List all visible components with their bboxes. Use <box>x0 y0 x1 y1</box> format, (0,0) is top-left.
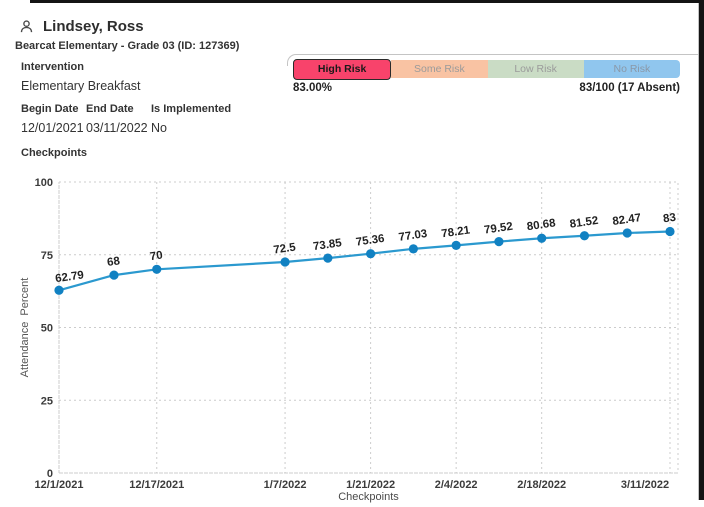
data-point-label: 83 <box>662 212 676 226</box>
y-axis-title: Attendance Percent <box>19 278 31 378</box>
chart-wrap: 0 25 50 75 100 12/1/2021 12/17/2021 1/7/2022 1/2… <box>0 160 704 507</box>
window-inner-edge <box>698 3 699 500</box>
y-tick-label: 25 <box>41 395 53 407</box>
student-subtitle: Bearcat Elementary - Grade 03 (ID: 12736… <box>15 40 240 52</box>
risk-segment-high-risk[interactable]: High Risk <box>293 58 392 80</box>
attendance-chart: 0 25 50 75 100 12/1/2021 12/17/2021 1/7/2022 1/2… <box>19 177 679 503</box>
data-point-label: 79.52 <box>483 221 513 237</box>
data-point-label: 78.21 <box>441 224 472 240</box>
data-point[interactable] <box>323 253 333 263</box>
x-tick-label: 3/11/2022 <box>621 479 669 491</box>
is-implemented-value: No <box>151 121 167 135</box>
x-tick-label: 2/18/2022 <box>517 479 566 491</box>
x-tick-label: 1/21/2022 <box>346 479 395 491</box>
risk-widget: High Risk Some Risk Low Risk No Risk 83.00%… <box>293 58 680 94</box>
data-point[interactable] <box>54 285 64 295</box>
data-point[interactable] <box>665 226 675 237</box>
student-name: Lindsey, Ross <box>43 18 144 35</box>
data-point[interactable] <box>494 236 504 247</box>
data-point[interactable] <box>579 231 590 241</box>
y-tick-label: 50 <box>41 323 53 335</box>
data-point[interactable] <box>622 228 632 238</box>
data-point[interactable] <box>408 244 418 254</box>
data-point-label: 62.79 <box>54 269 84 285</box>
data-point-label: 68 <box>106 255 121 269</box>
x-tick-label: 2/4/2022 <box>435 479 478 491</box>
risk-segment-some-risk[interactable]: Some Risk <box>391 60 488 78</box>
data-point-label: 82.47 <box>612 212 642 228</box>
risk-bar: High Risk Some Risk Low Risk No Risk <box>293 58 680 80</box>
risk-percent: 83.00% <box>293 82 333 94</box>
checkpoints-section-label: Checkpoints <box>21 147 88 159</box>
data-point[interactable] <box>537 233 547 243</box>
x-tick-label: 12/17/2021 <box>129 479 184 491</box>
x-tick-label: 1/7/2022 <box>264 479 307 491</box>
risk-score: 83/100 (17 Absent) <box>579 82 680 94</box>
data-point-label: 80.68 <box>526 217 557 233</box>
window-border-right <box>699 0 704 500</box>
y-tick-label: 75 <box>41 250 53 262</box>
risk-segment-no-risk[interactable]: No Risk <box>583 60 680 78</box>
data-point-label: 81.52 <box>569 215 599 231</box>
intervention-label: Intervention <box>21 61 84 73</box>
panel-outline <box>287 54 698 66</box>
x-tick-label: 12/1/2021 <box>35 479 84 491</box>
data-point[interactable] <box>366 249 376 259</box>
data-point-label: 70 <box>149 249 163 263</box>
data-point-label: 73.85 <box>312 237 343 253</box>
window-border-top <box>30 0 704 3</box>
is-implemented-label: Is Implemented <box>151 103 232 115</box>
end-date-value: 03/11/2022 <box>86 121 148 135</box>
student-header: Lindsey, Ross <box>19 18 144 35</box>
data-point-label: 75.36 <box>355 233 385 249</box>
begin-date-label: Begin Date <box>21 103 79 115</box>
person-icon <box>19 19 34 34</box>
data-point[interactable] <box>451 240 461 251</box>
x-axis-title: Checkpoints <box>338 491 399 503</box>
risk-segment-low-risk[interactable]: Low Risk <box>487 60 584 78</box>
data-point-label: 72.5 <box>273 241 297 256</box>
y-tick-label: 0 <box>47 468 53 480</box>
y-tick-label: 100 <box>35 177 53 189</box>
end-date-label: End Date <box>86 103 134 115</box>
data-point[interactable] <box>109 270 119 280</box>
intervention-name: Elementary Breakfast <box>21 79 141 93</box>
data-point-label: 77.03 <box>398 228 428 244</box>
begin-date-value: 12/01/2021 <box>21 121 84 135</box>
data-point[interactable] <box>280 257 290 267</box>
data-point[interactable] <box>152 264 162 274</box>
